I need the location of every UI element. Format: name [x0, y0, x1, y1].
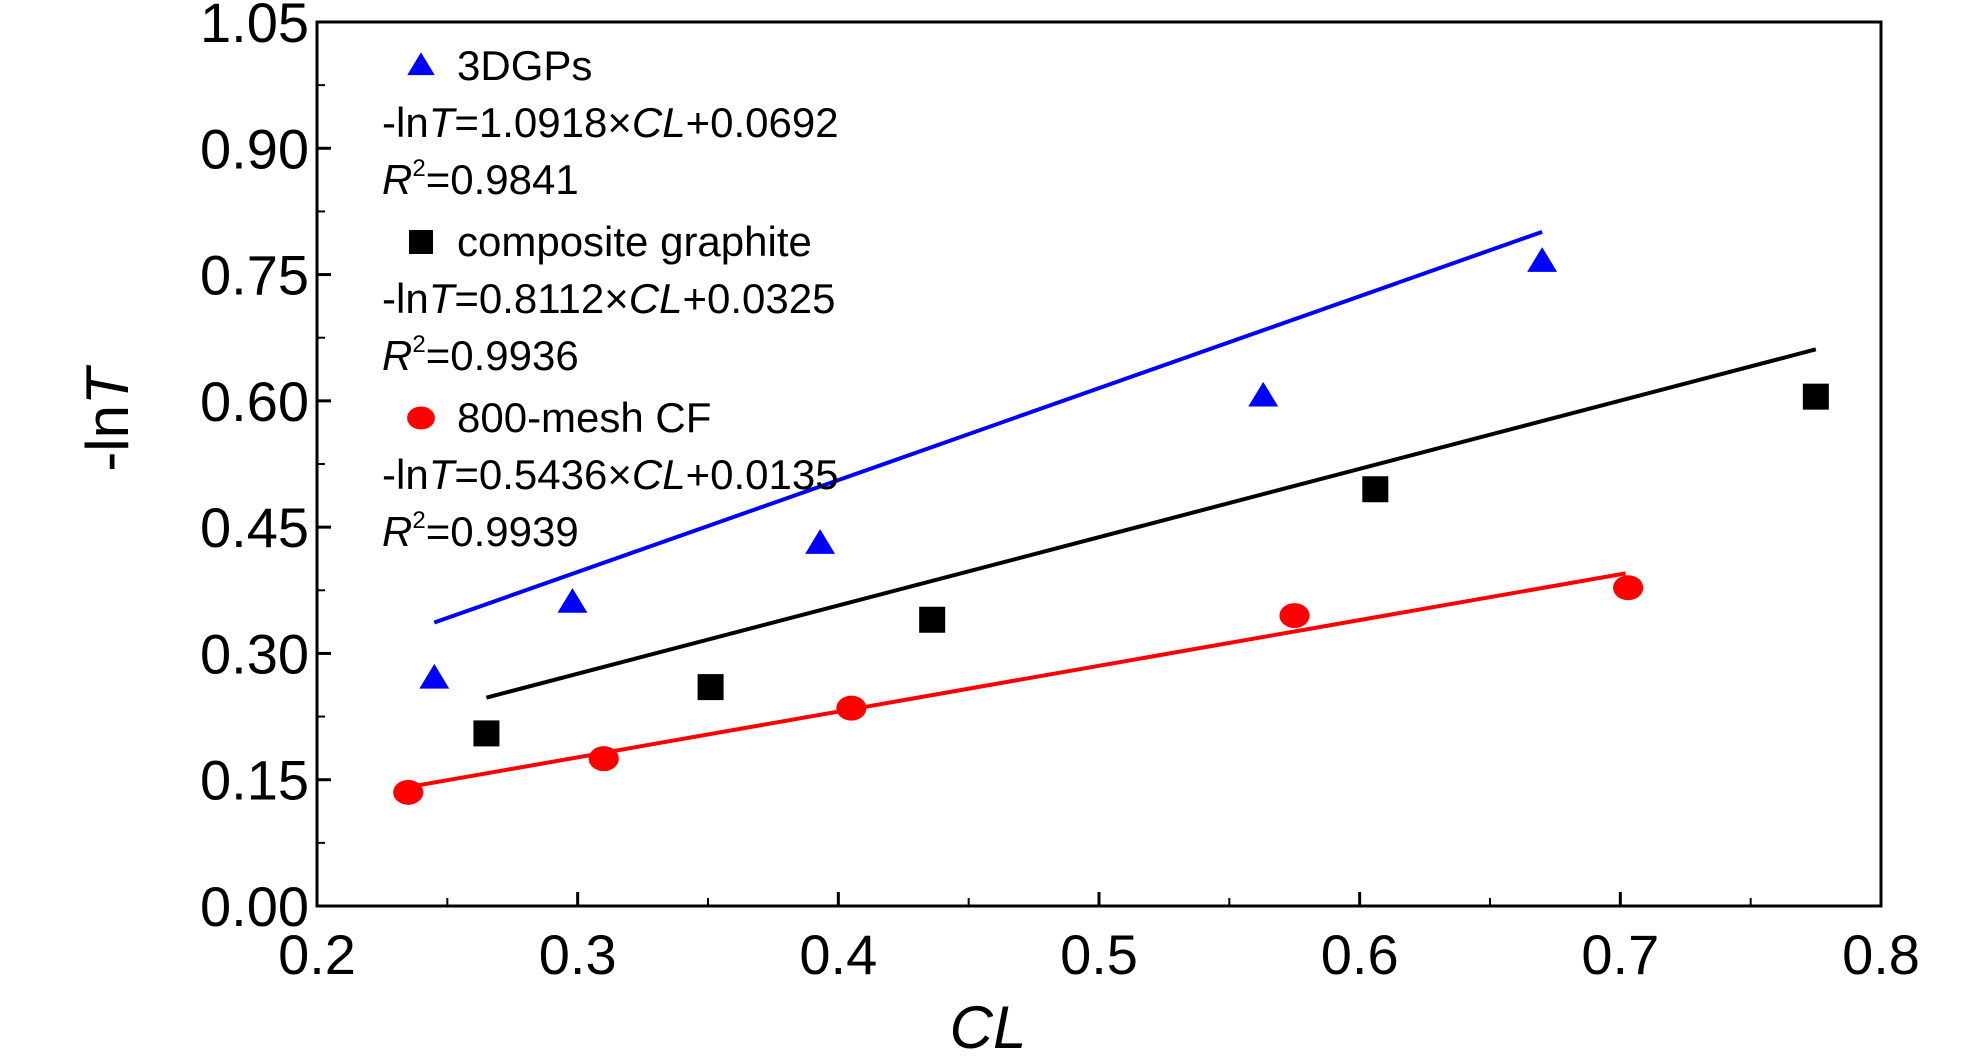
equation-part: +0.0135	[686, 451, 839, 498]
r-symbol: R	[382, 508, 412, 555]
data-point	[1802, 383, 1829, 410]
r-superscript: 2	[412, 331, 425, 358]
r-superscript: 2	[412, 507, 425, 534]
legend-equation: -lnT=1.0918×CL+0.0692	[382, 99, 839, 146]
legend-label: composite graphite	[457, 218, 812, 265]
legend-equation: -lnT=0.8112×CL+0.0325	[382, 275, 835, 322]
equation-part: =0.8112	[454, 275, 604, 322]
y-tick-label: 0.30	[200, 622, 309, 685]
data-point	[1248, 381, 1279, 407]
equation-part: +0.0325	[682, 275, 835, 322]
x-tick-label: 0.5	[1060, 923, 1138, 986]
legend-r-squared: R2=0.9936	[382, 331, 579, 379]
y-tick-label: 0.15	[200, 749, 309, 812]
legend-label: 3DGPs	[457, 42, 592, 89]
equation-part: -ln	[382, 451, 429, 498]
y-tick-label: 0.75	[200, 244, 309, 307]
legend-r-squared: R2=0.9841	[382, 155, 579, 203]
data-point	[1527, 247, 1558, 272]
equation-part: T	[429, 451, 458, 498]
r-symbol: R	[382, 332, 412, 379]
x-tick-label: 0.3	[539, 923, 617, 986]
equation-part: CL	[632, 99, 686, 146]
data-point	[473, 720, 500, 747]
data-point	[1279, 603, 1310, 629]
equation-part: ×	[607, 99, 632, 146]
y-tick-label: 0.60	[200, 370, 309, 433]
r-symbol: R	[382, 156, 412, 203]
x-tick-label: 0.6	[1321, 923, 1399, 986]
data-point	[393, 779, 424, 805]
equation-part: =1.0918	[454, 99, 607, 146]
legend-equation: -lnT=0.5436×CL+0.0135	[382, 451, 839, 498]
legend-marker	[409, 230, 433, 254]
legend-label: 800-mesh CF	[457, 394, 711, 441]
equation-part: ×	[604, 275, 629, 322]
y-tick-label: 1.05	[200, 0, 309, 54]
y-axis-title-var: T	[74, 364, 141, 405]
y-tick-label: 0.90	[200, 117, 309, 180]
equation-part: T	[429, 275, 458, 322]
data-point	[419, 663, 450, 689]
legend: 3DGPs-lnT=1.0918×CL+0.0692R2=0.9841compo…	[382, 42, 839, 555]
data-point	[588, 746, 619, 772]
data-point	[836, 695, 867, 721]
legend-r-squared: R2=0.9939	[382, 507, 579, 555]
equation-part: CL	[632, 451, 686, 498]
r-superscript: 2	[412, 155, 425, 182]
r-value: =0.9939	[426, 508, 579, 555]
x-axis-title: CL	[950, 994, 1027, 1061]
x-tick-label: 0.7	[1581, 923, 1659, 986]
equation-part: ×	[607, 451, 632, 498]
equation-part: -ln	[382, 99, 429, 146]
y-axis-title: -lnT	[74, 364, 141, 472]
data-points	[393, 247, 1829, 805]
equation-part: +0.0692	[686, 99, 839, 146]
data-point	[697, 674, 724, 701]
y-tick-label: 0.00	[200, 875, 309, 938]
equation-part: =0.5436	[454, 451, 607, 498]
x-tick-label: 0.8	[1842, 923, 1920, 986]
data-point	[1362, 476, 1389, 503]
r-value: =0.9936	[426, 332, 579, 379]
legend-marker	[407, 52, 435, 76]
y-tick-label: 0.45	[200, 496, 309, 559]
data-point	[1613, 575, 1644, 601]
equation-part: -ln	[382, 275, 429, 322]
data-point	[919, 606, 946, 633]
data-point	[805, 529, 836, 554]
fit-line	[433, 229, 1543, 625]
fit-line	[485, 347, 1817, 700]
x-tick-label: 0.4	[799, 923, 877, 986]
y-axis-title-prefix: -ln	[74, 405, 141, 472]
axis-ticks: 0.2 0.3 0.4 0.5 0.6 0.7 0.8 0.00 0.15 0.30 0.45 0.6…	[200, 0, 1920, 986]
equation-part: T	[429, 99, 458, 146]
equation-part: CL	[629, 275, 683, 322]
data-point	[557, 588, 588, 613]
r-value: =0.9841	[426, 156, 579, 203]
x-tick-label: 0.2	[278, 923, 356, 986]
legend-marker	[407, 406, 435, 430]
